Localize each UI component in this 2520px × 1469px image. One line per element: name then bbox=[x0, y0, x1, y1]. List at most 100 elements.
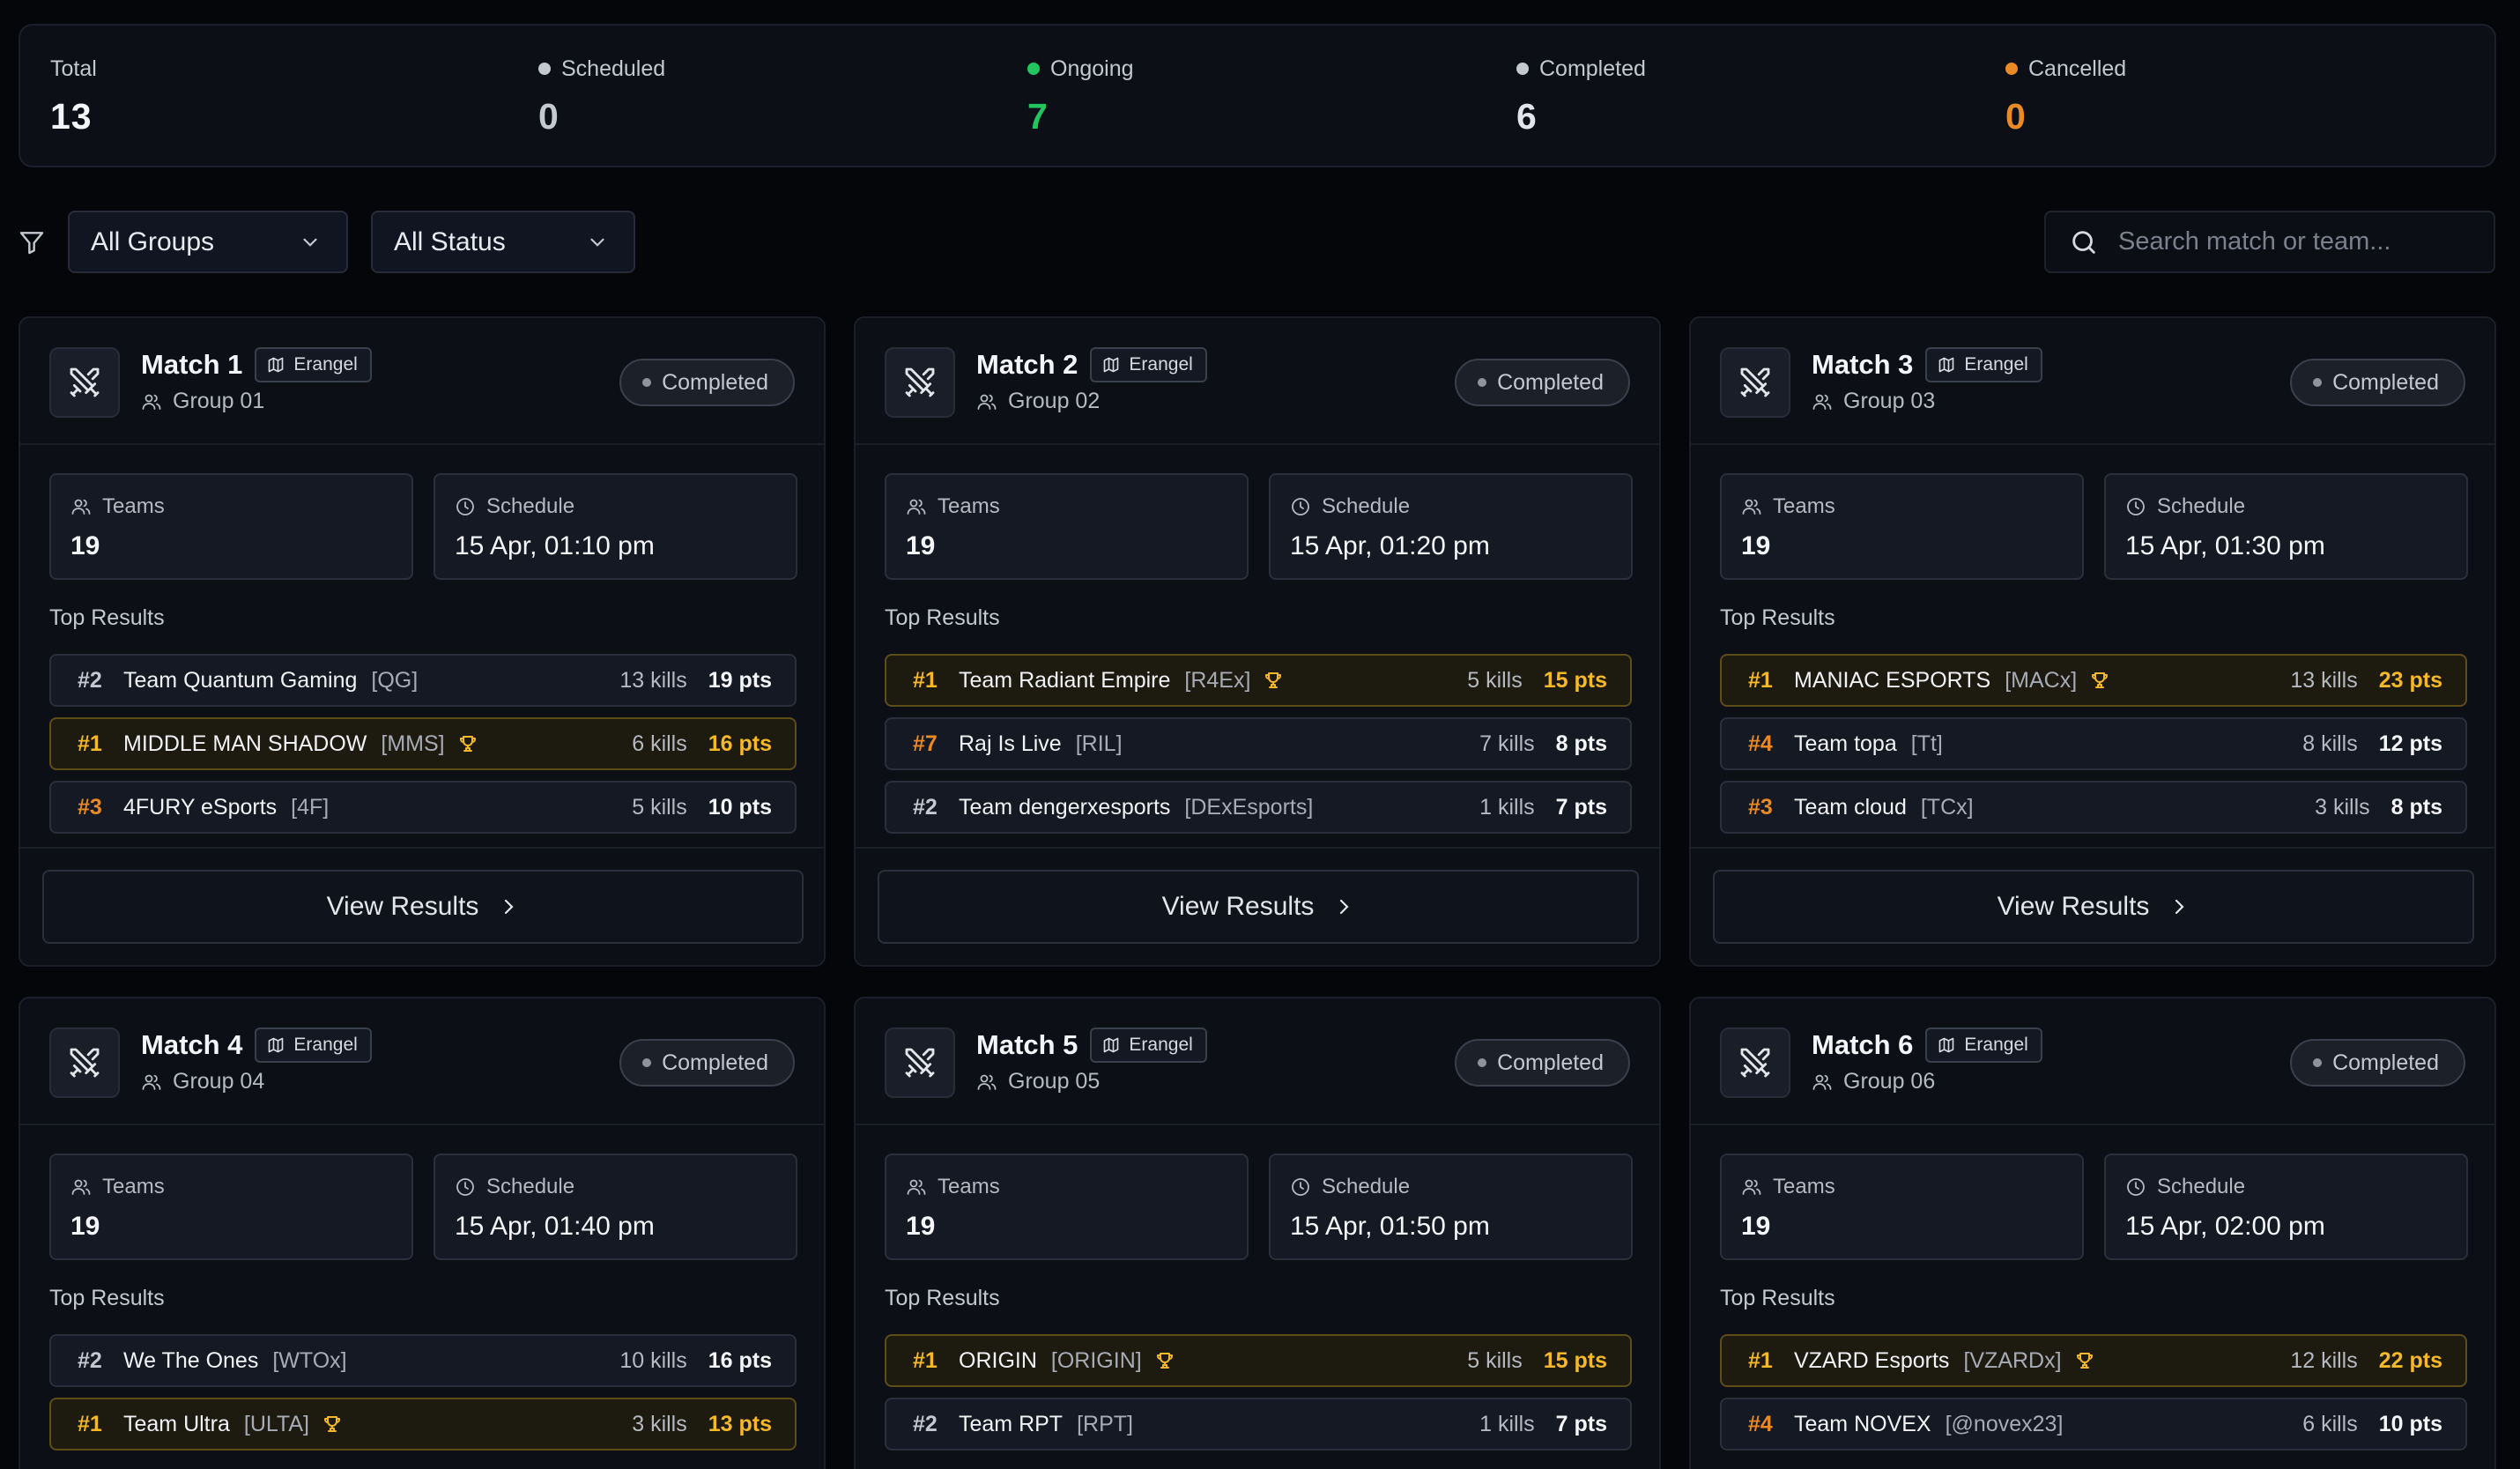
stat-label: Total bbox=[50, 56, 97, 81]
schedule-box: Schedule 15 Apr, 01:40 pm bbox=[434, 1154, 797, 1260]
schedule-label-row: Schedule bbox=[2125, 494, 2245, 519]
view-results-label: View Results bbox=[326, 892, 479, 921]
trophy-icon bbox=[457, 733, 478, 754]
result-row: #2 We The Ones [WTOx] 10 kills 16 pts bbox=[49, 1334, 797, 1387]
users-icon bbox=[906, 496, 938, 517]
team-kills: 13 kills bbox=[2290, 667, 2358, 693]
map-icon bbox=[1938, 356, 1964, 374]
schedule-label-row: Schedule bbox=[1290, 1175, 1410, 1199]
users-icon bbox=[906, 1176, 938, 1198]
result-row: #4 Team topa [Tt] 8 kills 12 pts bbox=[1720, 717, 2467, 770]
result-rank: #1 bbox=[1748, 1347, 1773, 1373]
result-rank: #7 bbox=[913, 731, 938, 756]
group-select[interactable]: All Groups bbox=[68, 211, 348, 273]
chevron-right-icon bbox=[478, 896, 519, 917]
result-row: #1 ORIGIN [ORIGIN] 5 kills 15 pts bbox=[885, 1334, 1632, 1387]
team-tag: [VZARDx] bbox=[1963, 1347, 2062, 1373]
map-name: Erangel bbox=[1129, 1035, 1193, 1055]
teams-box: Teams 19 bbox=[1720, 1154, 2084, 1260]
team-tag: [ORIGIN] bbox=[1050, 1347, 1142, 1373]
map-badge: Erangel bbox=[1925, 347, 2042, 382]
result-row: #3 Team cloud [TCx] 3 kills 8 pts bbox=[1720, 781, 2467, 834]
clock-icon bbox=[2125, 496, 2157, 517]
teams-label-row: Teams bbox=[70, 1175, 165, 1199]
schedule-time: 15 Apr, 02:00 pm bbox=[2125, 1212, 2325, 1241]
result-row: #1 MIDDLE MAN SHADOW [MMS] 6 kills 16 pt… bbox=[49, 717, 797, 770]
schedule-time: 15 Apr, 01:10 pm bbox=[455, 531, 655, 560]
map-icon bbox=[1102, 1036, 1129, 1054]
status-dot bbox=[642, 378, 652, 387]
stat-scheduled: Scheduled 0 bbox=[538, 56, 665, 137]
team-points: 7 pts bbox=[1555, 1411, 1607, 1436]
result-rank: #1 bbox=[913, 1347, 938, 1373]
status-select[interactable]: All Status bbox=[371, 211, 635, 273]
schedule-label: Schedule bbox=[2157, 494, 2246, 518]
schedule-label-row: Schedule bbox=[455, 1175, 574, 1199]
match-card-4: Match 4 Erangel Group 04 Completed Teams… bbox=[19, 997, 826, 1469]
team-tag: [Tt] bbox=[1910, 731, 1943, 756]
schedule-label-row: Schedule bbox=[455, 494, 574, 519]
team-name: MIDDLE MAN SHADOW bbox=[123, 731, 367, 756]
result-row: #2 Team RPT [RPT] 1 kills 7 pts bbox=[885, 1398, 1632, 1450]
result-rank: #4 bbox=[1748, 1411, 1773, 1436]
crossed-swords-icon bbox=[885, 347, 955, 418]
search-icon bbox=[2069, 227, 2099, 257]
group-name: Group 05 bbox=[1008, 1069, 1101, 1094]
map-badge: Erangel bbox=[1925, 1028, 2042, 1063]
team-name: Team cloud bbox=[1794, 794, 1907, 820]
result-row: #1 Team Ultra [ULTA] 3 kills 13 pts bbox=[49, 1398, 797, 1450]
map-icon bbox=[1938, 1036, 1964, 1054]
group-name: Group 02 bbox=[1008, 389, 1101, 413]
group-line: Group 04 bbox=[141, 1069, 264, 1094]
status-dot bbox=[538, 63, 551, 75]
team-points: 16 pts bbox=[708, 731, 772, 756]
status-badge: Completed bbox=[1455, 359, 1630, 406]
match-card-5: Match 5 Erangel Group 05 Completed Teams… bbox=[854, 997, 1661, 1469]
status-dot bbox=[1516, 63, 1529, 75]
team-kills: 7 kills bbox=[1479, 731, 1535, 756]
result-row: #2 Team dengerxesports [DExEsports] 1 ki… bbox=[885, 781, 1632, 834]
view-results-button[interactable]: View Results bbox=[878, 870, 1639, 944]
team-tag: [MACx] bbox=[2005, 667, 2078, 693]
search-box[interactable] bbox=[2044, 211, 2495, 273]
team-points: 10 pts bbox=[2378, 1411, 2442, 1436]
match-card-2: Match 2 Erangel Group 02 Completed Teams… bbox=[854, 316, 1661, 967]
view-results-button[interactable]: View Results bbox=[42, 870, 804, 944]
status-dot bbox=[2313, 1058, 2323, 1067]
trophy-icon bbox=[2089, 670, 2110, 691]
group-name: Group 03 bbox=[1843, 389, 1936, 413]
team-kills: 8 kills bbox=[2302, 731, 2358, 756]
view-results-button[interactable]: View Results bbox=[1713, 870, 2474, 944]
team-points: 19 pts bbox=[708, 667, 772, 693]
map-icon bbox=[1102, 356, 1129, 374]
schedule-label: Schedule bbox=[486, 494, 575, 518]
match-title: Match 6 bbox=[1812, 1029, 1914, 1060]
users-icon bbox=[141, 1072, 173, 1093]
team-tag: [4F] bbox=[291, 794, 330, 820]
group-line: Group 01 bbox=[141, 389, 264, 414]
team-tag: [DExEsports] bbox=[1184, 794, 1314, 820]
teams-label: Teams bbox=[1773, 1175, 1835, 1198]
map-badge: Erangel bbox=[1090, 347, 1207, 382]
stat-value: 0 bbox=[2005, 96, 2027, 137]
match-title: Match 4 bbox=[141, 1029, 243, 1060]
result-rank: #1 bbox=[78, 731, 102, 756]
search-input[interactable] bbox=[2118, 227, 2471, 256]
schedule-time: 15 Apr, 01:50 pm bbox=[1290, 1212, 1490, 1241]
team-points: 23 pts bbox=[2378, 667, 2442, 693]
schedule-time: 15 Apr, 01:20 pm bbox=[1290, 531, 1490, 560]
teams-box: Teams 19 bbox=[885, 1154, 1249, 1260]
result-rank: #1 bbox=[913, 667, 938, 693]
teams-count: 19 bbox=[70, 531, 100, 560]
chevron-down-icon bbox=[299, 231, 322, 254]
team-kills: 13 kills bbox=[619, 667, 687, 693]
filter-icon bbox=[18, 228, 46, 256]
match-card-header: Match 3 Erangel Group 03 Completed bbox=[1691, 318, 2494, 445]
schedule-box: Schedule 15 Apr, 01:50 pm bbox=[1269, 1154, 1633, 1260]
status-text: Completed bbox=[1497, 369, 1604, 395]
team-name: Team RPT bbox=[959, 1411, 1064, 1436]
status-badge: Completed bbox=[2290, 1039, 2465, 1087]
team-points: 16 pts bbox=[708, 1347, 772, 1373]
result-rank: #2 bbox=[913, 1411, 938, 1436]
team-name: ORIGIN bbox=[959, 1347, 1037, 1373]
